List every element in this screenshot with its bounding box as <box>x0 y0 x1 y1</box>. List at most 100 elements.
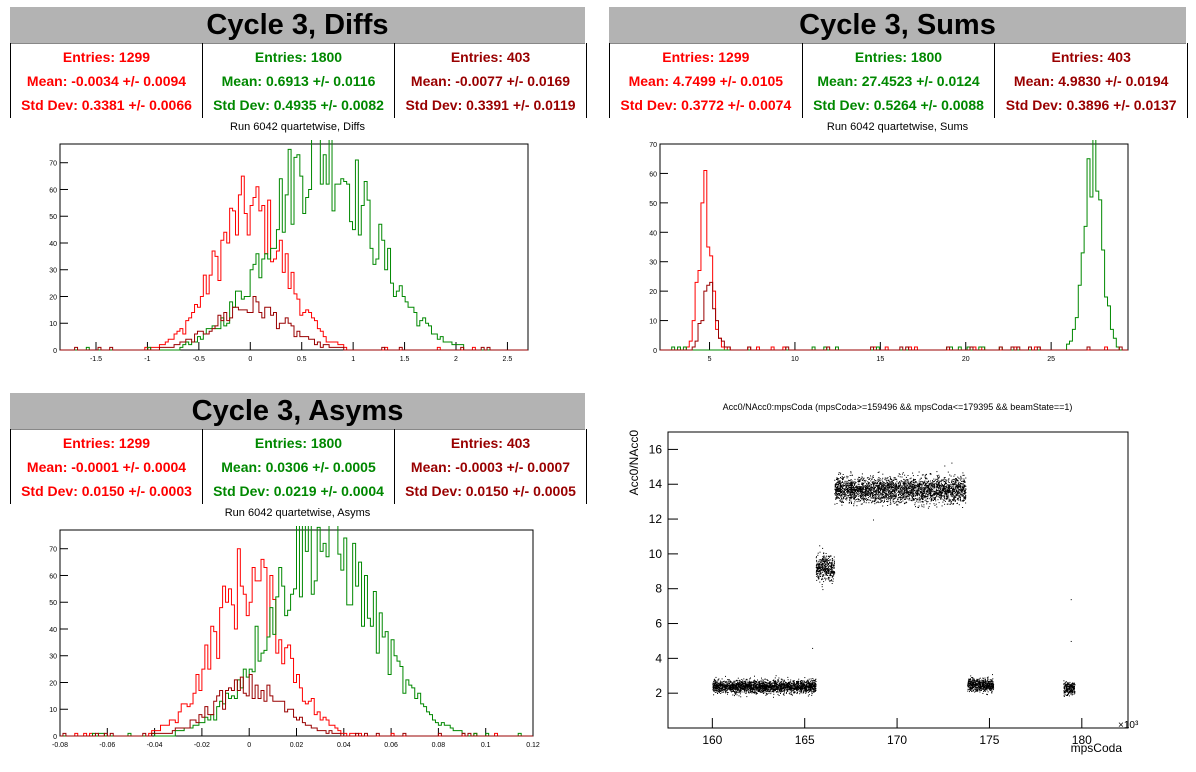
y-tick-label: 50 <box>649 201 657 208</box>
scatter-point <box>924 490 926 492</box>
scatter-point <box>802 686 804 688</box>
scatter-point <box>884 479 886 481</box>
scatter-point <box>937 480 939 481</box>
scatter-point <box>915 490 917 491</box>
scatter-point <box>876 485 878 487</box>
scatter-point <box>823 560 825 562</box>
scatter-point <box>793 689 795 691</box>
scatter-point <box>903 484 905 486</box>
scatter-point <box>912 486 914 488</box>
scatter-point <box>767 693 768 695</box>
scatter-point <box>934 493 936 495</box>
scatter-point <box>796 686 798 688</box>
scatter-point <box>831 561 833 563</box>
scatter-point <box>722 688 724 690</box>
scatter-point <box>807 686 809 687</box>
scatter-point <box>808 691 810 693</box>
scatter-point <box>775 690 776 692</box>
scatter-point <box>836 493 838 495</box>
scatter-point <box>750 681 752 683</box>
scatter-point <box>814 686 816 688</box>
scatter-point <box>939 480 941 482</box>
scatter-point <box>746 683 748 685</box>
scatter-point <box>740 683 741 685</box>
scatter-point <box>944 498 946 500</box>
scatter-point <box>918 494 920 496</box>
scatter-point <box>813 679 814 681</box>
asyms-stats-red: Entries: 1299 Mean: -0.0001 +/- 0.0004 S… <box>11 429 203 504</box>
scatter-point <box>865 488 867 490</box>
scatter-point <box>759 686 761 688</box>
histogram-series-darkred <box>60 673 533 737</box>
scatter-point <box>793 692 795 694</box>
scatter-point <box>799 686 801 688</box>
y-tick-label: 16 <box>649 442 663 456</box>
scatter-point <box>885 493 887 495</box>
scatter-point <box>789 687 791 689</box>
scatter-point <box>885 477 887 479</box>
scatter-point <box>866 498 868 500</box>
scatter-point <box>887 489 889 491</box>
asyms-title: Cycle 3, Asyms <box>10 393 585 430</box>
scatter-point <box>950 485 952 487</box>
scatter-point <box>827 558 829 559</box>
scatter-point <box>905 495 907 497</box>
scatter-point <box>918 507 919 508</box>
scatter-point <box>717 679 719 681</box>
scatter-point <box>902 484 904 486</box>
scatter-point <box>963 478 965 480</box>
scatter-point <box>877 478 879 480</box>
scatter-point <box>825 569 827 570</box>
scatter-point <box>900 482 902 484</box>
scatter-point <box>833 564 835 566</box>
scatter-point <box>862 488 864 490</box>
scatter-point <box>833 565 835 567</box>
scatter-point <box>885 490 887 492</box>
scatter-point <box>937 490 939 492</box>
scatter-point <box>846 491 848 493</box>
scatter-point <box>960 477 962 479</box>
scatter-point <box>731 684 733 686</box>
scatter-point <box>886 493 888 495</box>
scatter-point <box>803 680 805 682</box>
scatter-point <box>714 679 716 681</box>
scatter-point <box>794 685 796 687</box>
scatter-point <box>761 679 763 681</box>
scatter-point <box>750 677 751 679</box>
x-tick-label: 180 <box>1072 733 1092 747</box>
scatter-point <box>833 562 835 564</box>
scatter-point <box>873 490 875 492</box>
scatter-point <box>944 496 946 498</box>
scatter-point <box>734 692 736 694</box>
scatter-point <box>913 482 915 484</box>
scatter-point <box>876 492 878 494</box>
scatter-point <box>716 690 718 692</box>
scatter-point <box>715 683 717 685</box>
scatter-point <box>758 690 760 692</box>
scatter-point <box>802 688 804 690</box>
stat-entries: Entries: 403 <box>1051 49 1131 65</box>
scatter-point <box>906 492 907 494</box>
scatter-point <box>917 501 919 503</box>
scatter-point <box>754 688 755 690</box>
scatter-point <box>716 682 718 684</box>
scatter-point <box>946 498 948 500</box>
scatter-point <box>849 480 850 482</box>
scatter-point <box>843 497 844 498</box>
x-tick-label: 1 <box>351 356 355 363</box>
scatter-point <box>944 481 946 482</box>
scatter-point <box>838 487 840 489</box>
scatter-point <box>962 474 964 476</box>
scatter-point <box>931 483 933 485</box>
scatter-point <box>962 494 964 496</box>
scatter-point <box>759 685 761 687</box>
scatter-point <box>779 688 781 690</box>
stat-mean: Mean: -0.0001 +/- 0.0004 <box>26 459 187 475</box>
scatter-point <box>941 494 942 496</box>
scatter-point <box>833 565 835 567</box>
scatter-point <box>779 683 781 685</box>
scatter-point <box>842 481 843 483</box>
scatter-point <box>962 500 964 502</box>
scatter-point <box>792 694 793 696</box>
scatter-point <box>826 568 828 570</box>
